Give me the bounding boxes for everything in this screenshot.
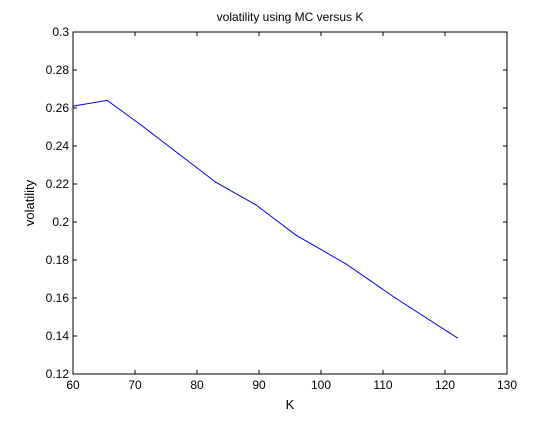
x-tick-label: 80 bbox=[190, 378, 204, 392]
series-point bbox=[345, 263, 347, 265]
y-tick-label: 0.14 bbox=[46, 329, 70, 343]
series-point bbox=[140, 124, 142, 126]
y-tick-label: 0.2 bbox=[52, 215, 69, 229]
y-tick-label: 0.12 bbox=[46, 367, 70, 381]
y-tick-label: 0.18 bbox=[46, 253, 70, 267]
x-axis-label: K bbox=[286, 397, 295, 412]
x-tick-label: 60 bbox=[66, 378, 80, 392]
series-point bbox=[106, 99, 108, 101]
y-tick-label: 0.26 bbox=[46, 101, 70, 115]
y-tick-label: 0.16 bbox=[46, 291, 70, 305]
series-line bbox=[72, 99, 458, 339]
series-point bbox=[255, 204, 257, 206]
y-tick-label: 0.24 bbox=[46, 139, 70, 153]
plot-area bbox=[73, 32, 507, 374]
x-tick-label: 110 bbox=[373, 378, 392, 392]
x-tick-label: 100 bbox=[311, 378, 331, 392]
series-point bbox=[215, 181, 217, 183]
y-tick-label: 0.28 bbox=[46, 63, 70, 77]
x-tick-label: 90 bbox=[252, 378, 266, 392]
chart-title: volatility using MC versus K bbox=[217, 10, 364, 24]
x-tick-label: 130 bbox=[497, 378, 517, 392]
x-tick-label: 120 bbox=[435, 378, 455, 392]
y-tick-label: 0.22 bbox=[46, 177, 70, 191]
series-point bbox=[394, 297, 396, 299]
y-tick-label: 0.3 bbox=[52, 25, 69, 39]
x-tick-label: 70 bbox=[128, 378, 142, 392]
series-point bbox=[177, 153, 179, 155]
y-axis-label: volatility bbox=[22, 179, 37, 226]
series-point bbox=[295, 234, 297, 236]
series-point bbox=[456, 337, 458, 339]
axes-box bbox=[72, 31, 508, 375]
